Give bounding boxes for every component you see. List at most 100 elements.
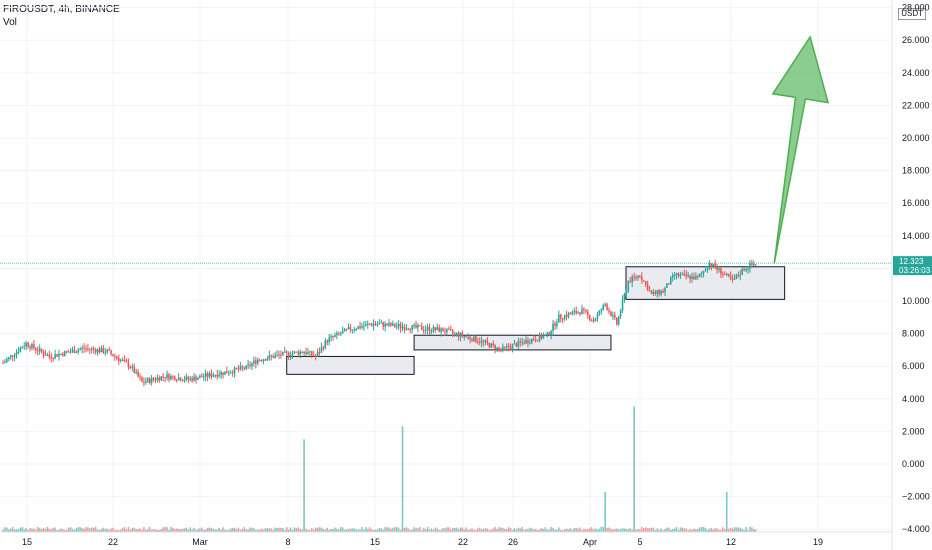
- y-tick-label: 6.000: [902, 361, 925, 371]
- symbol-title: FIROUSDT, 4h, BINANCE: [3, 4, 120, 15]
- volume-bar: [125, 529, 128, 532]
- candle-body: [627, 281, 630, 291]
- candle-body: [168, 374, 170, 380]
- candle-body: [21, 347, 24, 349]
- candle-body: [581, 308, 583, 315]
- volume-bar: [347, 529, 350, 532]
- volume-bar: [239, 529, 242, 532]
- candle-body: [633, 276, 635, 278]
- volume-bar: [714, 528, 716, 532]
- volume-bar: [386, 527, 388, 532]
- volume-bar: [372, 530, 375, 532]
- volume-bar: [150, 529, 153, 532]
- candle-body: [189, 378, 192, 380]
- volume-bar: [563, 529, 566, 532]
- volume-bar: [343, 530, 346, 532]
- volume-bar: [704, 528, 707, 532]
- candle-body: [233, 367, 236, 374]
- candle-body: [33, 344, 35, 349]
- volume-bar: [19, 527, 22, 532]
- candle-body: [513, 343, 516, 345]
- volume-bar: [540, 528, 543, 532]
- candle-body: [567, 313, 570, 317]
- volume-bar: [212, 528, 215, 532]
- volume-bar: [490, 529, 493, 532]
- volume-bar: [521, 526, 523, 532]
- candle-body: [648, 290, 651, 292]
- candle-body: [372, 323, 375, 326]
- candle-body: [370, 324, 373, 326]
- candle-body: [87, 348, 89, 350]
- volume-bar: [428, 529, 431, 532]
- candle-body: [145, 381, 147, 383]
- volume-bar: [285, 527, 288, 532]
- candle-body: [644, 281, 647, 285]
- price-unit-badge[interactable]: USDT: [898, 8, 926, 20]
- candle-body: [135, 371, 137, 373]
- candle-body: [401, 326, 404, 328]
- candle-body: [735, 275, 738, 279]
- candle-body: [220, 372, 222, 375]
- candle-body: [422, 329, 425, 331]
- volume-bar: [311, 528, 313, 532]
- candle-body: [635, 277, 637, 279]
- volume-bar: [193, 527, 195, 532]
- volume-bar: [62, 529, 64, 532]
- volume-bar: [173, 529, 176, 532]
- volume-bar: [629, 528, 632, 532]
- candle-body: [741, 268, 743, 275]
- volume-bar: [496, 528, 498, 532]
- volume-bar: [395, 527, 398, 532]
- volume-bar: [492, 528, 495, 532]
- candle-body: [29, 346, 31, 349]
- candle-body: [243, 367, 246, 369]
- candle-body: [56, 354, 58, 357]
- volume-bar: [517, 527, 520, 532]
- candle-body: [19, 348, 22, 352]
- candle-body: [365, 324, 367, 326]
- candle-body: [235, 367, 238, 369]
- candle-body: [538, 334, 541, 341]
- volume-bar: [359, 529, 361, 532]
- candle-body: [353, 329, 356, 331]
- volume-bar: [606, 527, 608, 532]
- candle-body: [747, 269, 749, 271]
- volume-bar: [305, 528, 307, 532]
- volume-bar: [615, 528, 618, 532]
- volume-bar: [509, 528, 512, 532]
- volume-bar: [272, 529, 274, 532]
- volume-bar: [457, 529, 460, 532]
- volume-bar: [241, 529, 244, 532]
- candle-body: [237, 368, 240, 370]
- volume-bar: [388, 527, 390, 532]
- volume-bar: [451, 527, 454, 532]
- candle-body: [752, 264, 755, 266]
- volume-bar: [515, 529, 518, 532]
- consolidation-zone-box[interactable]: [625, 266, 786, 300]
- candle-body: [23, 346, 26, 348]
- consolidation-zone-box[interactable]: [286, 355, 415, 375]
- candle-body: [166, 374, 168, 378]
- candle-body: [548, 332, 550, 335]
- x-tick-label: 15: [22, 537, 32, 547]
- volume-bar: [476, 528, 479, 532]
- candle-body: [571, 312, 574, 315]
- volume-bar: [112, 527, 114, 532]
- candle-body: [502, 346, 504, 350]
- candle-body: [559, 314, 562, 319]
- volume-bar: [542, 528, 545, 532]
- candle-body: [737, 275, 740, 277]
- candle-body: [177, 377, 180, 381]
- volume-bar: [351, 528, 354, 532]
- volume-bar: [448, 527, 450, 532]
- forecast-arrow[interactable]: [771, 35, 830, 264]
- volume-bar: [268, 528, 271, 532]
- volume-bar: [220, 529, 222, 532]
- candle-body: [179, 377, 182, 381]
- candle-body: [754, 264, 757, 266]
- candle-body: [500, 348, 502, 350]
- candle-body: [731, 278, 734, 280]
- candle-body: [397, 324, 400, 327]
- volume-bar: [635, 529, 637, 532]
